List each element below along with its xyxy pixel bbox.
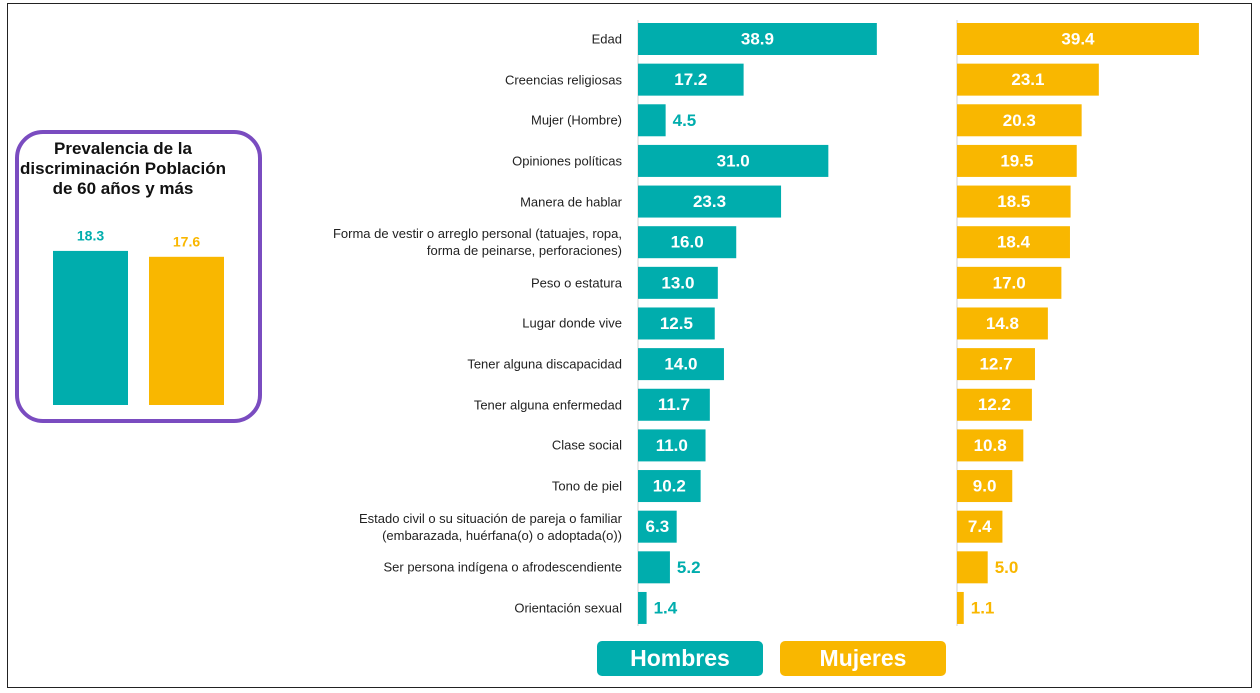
category-label: Tener alguna enfermedad [473, 397, 622, 413]
value-label: 18.5 [997, 192, 1030, 211]
category-label: Opiniones políticas [512, 153, 622, 169]
bar [957, 226, 1070, 259]
legend-item: Hombres [597, 641, 763, 676]
bar [638, 63, 744, 96]
bar [638, 104, 666, 137]
bar [638, 510, 677, 543]
category-label: Orientación sexual [514, 600, 622, 616]
value-label: 12.5 [660, 314, 693, 333]
value-label: 16.0 [671, 233, 704, 252]
value-label: 17.6 [173, 234, 200, 250]
value-label: 1.1 [971, 598, 995, 617]
inset-box [15, 130, 262, 423]
value-label: 5.0 [995, 558, 1019, 577]
bar [957, 551, 988, 584]
bar [638, 470, 701, 503]
bar [149, 256, 224, 405]
value-label: 31.0 [717, 151, 750, 170]
value-label: 4.5 [673, 111, 697, 130]
value-label: 14.0 [664, 355, 697, 374]
bar [638, 23, 877, 55]
inset-title: Prevalencia de la discriminación Poblaci… [20, 139, 226, 198]
value-label: 17.2 [674, 70, 707, 89]
bar [638, 551, 670, 584]
bar [638, 185, 782, 218]
category-label: Forma de vestir o arreglo personal (tatu… [332, 226, 622, 259]
bar [638, 348, 724, 381]
bar [957, 348, 1035, 381]
value-label: 23.3 [693, 192, 726, 211]
bar [957, 470, 1013, 503]
bar [638, 591, 647, 624]
value-label: 19.5 [1000, 151, 1033, 170]
category-label: Edad [591, 31, 622, 47]
bar [638, 144, 829, 177]
value-label: 17.0 [993, 273, 1026, 292]
bar [957, 307, 1048, 340]
bar [957, 429, 1024, 462]
value-label: 39.4 [1061, 29, 1095, 48]
category-label: Ser persona indígena o afrodescendiente [383, 559, 622, 575]
value-label: 5.2 [677, 558, 701, 577]
category-label: Estado civil o su situación de pareja o … [358, 510, 622, 543]
category-label: Tener alguna discapacidad [467, 356, 622, 372]
bar [957, 510, 1003, 543]
value-label: 20.3 [1003, 111, 1036, 130]
value-label: 14.8 [986, 314, 1019, 333]
frame [7, 3, 1252, 688]
category-label: Creencias religiosas [504, 72, 622, 88]
value-label: 38.9 [741, 29, 774, 48]
value-label: 12.2 [978, 395, 1011, 414]
bar [638, 266, 718, 299]
value-label: 23.1 [1011, 70, 1044, 89]
value-label: 18.4 [997, 233, 1031, 252]
bar [957, 388, 1032, 421]
category-label: Tono de piel [551, 478, 622, 494]
value-label: 11.7 [658, 395, 690, 414]
value-label: 9.0 [973, 477, 997, 496]
bar [957, 23, 1199, 55]
value-label: 12.7 [979, 355, 1012, 374]
value-label: 11.0 [656, 436, 688, 455]
bar [638, 388, 710, 421]
value-label: 7.4 [968, 517, 992, 536]
legend-item: Mujeres [780, 641, 946, 676]
value-label: 10.8 [974, 436, 1007, 455]
bar [638, 429, 706, 462]
value-label: 1.4 [654, 598, 678, 617]
bar [957, 144, 1077, 177]
bar [957, 104, 1082, 137]
category-label: Lugar donde vive [522, 315, 622, 331]
bar [638, 307, 715, 340]
category-label: Manera de hablar [520, 194, 622, 210]
bar [957, 591, 964, 624]
bar [957, 185, 1071, 218]
value-label: 10.2 [653, 477, 686, 496]
value-label: 18.3 [77, 228, 104, 244]
bar [957, 63, 1099, 96]
category-label: Clase social [551, 437, 622, 453]
category-label: Mujer (Hombre) [530, 112, 622, 128]
bar [957, 266, 1062, 299]
bar [638, 226, 737, 259]
bar [53, 250, 128, 405]
category-label: Peso o estatura [530, 275, 622, 291]
value-label: 6.3 [646, 517, 670, 536]
value-label: 13.0 [661, 273, 694, 292]
